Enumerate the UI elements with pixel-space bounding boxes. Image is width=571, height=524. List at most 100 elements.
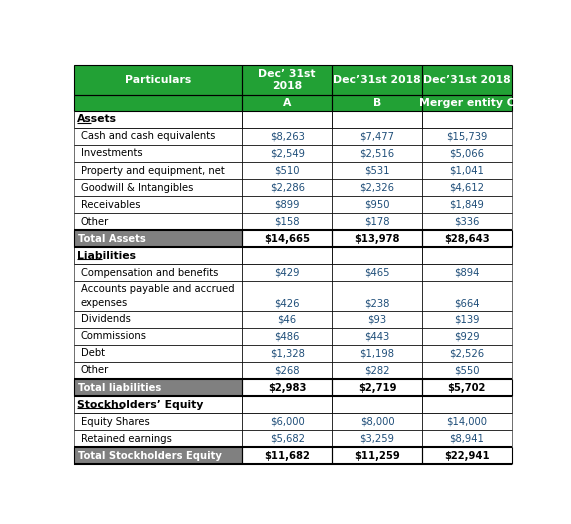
Bar	[242, 128, 332, 145]
Text: Dec’ 31st
2018: Dec’ 31st 2018	[259, 69, 316, 91]
Text: $5,682: $5,682	[270, 434, 305, 444]
Bar	[332, 281, 422, 311]
Bar	[422, 162, 512, 179]
Text: Dec’31st 2018: Dec’31st 2018	[333, 75, 421, 85]
Text: $46: $46	[278, 314, 297, 324]
Bar	[332, 128, 422, 145]
Text: $14,665: $14,665	[264, 234, 310, 244]
Text: $664: $664	[454, 299, 480, 309]
Text: $282: $282	[364, 365, 390, 376]
Text: $1,041: $1,041	[449, 166, 484, 176]
Text: $2,526: $2,526	[449, 348, 484, 358]
Bar	[242, 396, 332, 413]
Bar	[332, 396, 422, 413]
Text: $5,702: $5,702	[448, 383, 486, 392]
Bar	[422, 345, 512, 362]
Bar	[242, 179, 332, 196]
Bar	[242, 247, 332, 265]
Bar	[74, 265, 242, 281]
Text: Total Assets: Total Assets	[78, 234, 146, 244]
Text: Investments: Investments	[81, 148, 142, 158]
Text: $4,612: $4,612	[449, 183, 484, 193]
Bar	[74, 65, 242, 95]
Bar	[422, 281, 512, 311]
Bar	[74, 430, 242, 447]
Bar	[74, 213, 242, 230]
Bar	[242, 162, 332, 179]
Text: $28,643: $28,643	[444, 234, 489, 244]
Text: $1,849: $1,849	[449, 200, 484, 210]
Bar	[422, 213, 512, 230]
Bar	[332, 345, 422, 362]
Text: Liabilities: Liabilities	[77, 251, 136, 261]
Text: $139: $139	[454, 314, 480, 324]
Text: $8,941: $8,941	[449, 434, 484, 444]
Text: $178: $178	[364, 217, 390, 227]
Text: $550: $550	[454, 365, 480, 376]
Text: Particulars: Particulars	[125, 75, 191, 85]
Bar	[422, 430, 512, 447]
Text: $443: $443	[364, 331, 389, 341]
Bar	[74, 162, 242, 179]
Bar	[242, 213, 332, 230]
Bar	[74, 379, 242, 396]
Text: expenses: expenses	[81, 299, 128, 309]
Bar	[332, 111, 422, 128]
Text: $7,477: $7,477	[360, 132, 395, 141]
Bar	[74, 413, 242, 430]
Bar	[242, 95, 332, 111]
Text: $93: $93	[367, 314, 387, 324]
Bar	[332, 145, 422, 162]
Text: $8,263: $8,263	[270, 132, 304, 141]
Bar	[422, 379, 512, 396]
Text: Stockholders’ Equity: Stockholders’ Equity	[77, 400, 203, 410]
Bar	[74, 230, 242, 247]
Text: $2,719: $2,719	[357, 383, 396, 392]
Text: Dividends: Dividends	[81, 314, 131, 324]
Bar	[332, 65, 422, 95]
Bar	[242, 413, 332, 430]
Bar	[422, 230, 512, 247]
Bar	[332, 379, 422, 396]
Bar	[242, 265, 332, 281]
Text: Property and equipment, net: Property and equipment, net	[81, 166, 224, 176]
Bar	[74, 111, 242, 128]
Text: Retained earnings: Retained earnings	[81, 434, 171, 444]
Text: Cash and cash equivalents: Cash and cash equivalents	[81, 132, 215, 141]
Bar	[74, 196, 242, 213]
Text: Commissions: Commissions	[81, 331, 147, 341]
Bar	[422, 413, 512, 430]
Text: Assets: Assets	[77, 114, 117, 124]
Text: A: A	[283, 98, 291, 108]
Text: Dec’31st 2018: Dec’31st 2018	[423, 75, 510, 85]
Text: $950: $950	[364, 200, 390, 210]
Text: $268: $268	[275, 365, 300, 376]
Text: $486: $486	[275, 331, 300, 341]
Bar	[74, 328, 242, 345]
Text: $929: $929	[454, 331, 480, 341]
Bar	[332, 447, 422, 464]
Bar	[242, 362, 332, 379]
Bar	[332, 311, 422, 328]
Bar	[242, 196, 332, 213]
Bar	[74, 311, 242, 328]
Bar	[242, 111, 332, 128]
Text: Receivables: Receivables	[81, 200, 140, 210]
Text: $2,326: $2,326	[360, 183, 395, 193]
Text: $22,941: $22,941	[444, 451, 489, 461]
Text: $2,286: $2,286	[270, 183, 305, 193]
Bar	[332, 265, 422, 281]
Bar	[332, 430, 422, 447]
Bar	[74, 281, 242, 311]
Bar	[332, 362, 422, 379]
Bar	[422, 145, 512, 162]
Text: $13,978: $13,978	[354, 234, 400, 244]
Text: $2,549: $2,549	[270, 148, 305, 158]
Bar	[422, 128, 512, 145]
Bar	[422, 95, 512, 111]
Text: $8,000: $8,000	[360, 417, 395, 427]
Bar	[422, 328, 512, 345]
Text: $3,259: $3,259	[360, 434, 395, 444]
Bar	[74, 128, 242, 145]
Bar	[332, 230, 422, 247]
